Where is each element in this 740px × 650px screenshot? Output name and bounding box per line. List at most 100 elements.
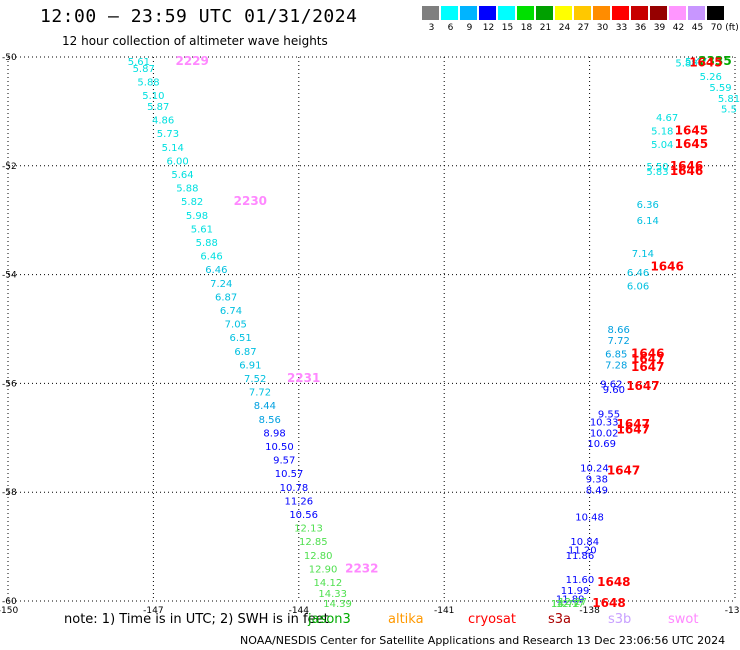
wave-height-point: 10.24 [580, 464, 609, 475]
wave-height-point: 11.20 [568, 545, 597, 556]
wave-height-point: 6.87 [215, 292, 237, 303]
wave-height-point: 6.36 [637, 200, 659, 211]
scale-label: 18 [520, 23, 533, 33]
wave-height-point: 7.24 [210, 279, 232, 290]
wave-height-point: 5.18 [651, 126, 673, 137]
wave-height-point: 11.99 [561, 586, 590, 597]
time-label: 1647 [631, 360, 664, 374]
scale-label: 6 [447, 23, 454, 33]
wave-height-point: 5.88 [137, 77, 159, 88]
wave-height-point: 8.66 [608, 325, 630, 336]
x-tick-label: -147 [143, 606, 163, 616]
time-label: 1645 [689, 55, 722, 69]
wave-height-point: 12.85 [299, 537, 328, 548]
wave-height-point: 6.00 [167, 156, 189, 167]
wave-height-point: 5.88 [196, 238, 218, 249]
chart-subtitle: 12 hour collection of altimeter wave hei… [62, 34, 328, 48]
scale-label: 24 [558, 23, 571, 33]
time-label: 1647 [626, 379, 659, 393]
wave-height-point: 5.87 [147, 102, 169, 113]
wave-height-point: 10.78 [280, 483, 309, 494]
wave-height-point: 9.60 [603, 385, 625, 396]
wave-height-point: 9.57 [273, 456, 295, 467]
wave-height-point: 5.98 [186, 211, 208, 222]
wave-height-point: 5.88 [675, 58, 697, 69]
credit-line: NOAA/NESDIS Center for Satellite Applica… [240, 634, 726, 647]
wave-height-point: 11.86 [566, 551, 595, 562]
grid-lines [7, 56, 736, 602]
scale-swatch [479, 6, 496, 20]
time-label: 2229 [175, 54, 208, 68]
wave-height-point: 11.60 [566, 575, 595, 586]
wave-height-point: 6.06 [627, 281, 649, 292]
wave-height-point: 6.85 [605, 349, 627, 360]
wave-height-point: 5.88 [176, 184, 198, 195]
wave-height-point: 6.51 [230, 333, 252, 344]
satellite-name: jason3 [308, 612, 351, 627]
y-tick-label: -54 [2, 271, 17, 281]
wave-height-point: 8.56 [259, 415, 281, 426]
wave-height-point: 5.81 [718, 94, 740, 105]
x-tick-label: -141 [434, 606, 454, 616]
wave-height-point: 6.91 [239, 360, 261, 371]
time-label: 1645 [675, 137, 708, 151]
wave-height-point: 14.39 [323, 599, 352, 610]
scale-swatch [498, 6, 515, 20]
wave-height-point: 12.17 [556, 599, 585, 610]
scale-label: 33 [615, 23, 628, 33]
satellite-name: cryosat [468, 612, 516, 627]
time-label: 2231 [287, 371, 320, 385]
time-label: 1647 [617, 417, 650, 431]
wave-height-point: 9.55 [598, 409, 620, 420]
wave-height-point: 6.87 [234, 347, 256, 358]
wave-height-point: 7.52 [244, 374, 266, 385]
wave-height-point: 5.50 [646, 162, 668, 173]
wave-height-point: 12.80 [304, 551, 333, 562]
time-label: 1646 [670, 159, 703, 173]
wave-height-point: 11.26 [284, 496, 313, 507]
satellite-name: s3b [608, 612, 632, 627]
time-label: 1647 [631, 352, 664, 366]
wave-height-point: 10.50 [265, 442, 294, 453]
wave-height-point: 5.73 [157, 129, 179, 140]
wave-height-point: 5.87 [133, 64, 155, 75]
y-tick-label: -56 [2, 379, 17, 389]
wave-height-point: 8.49 [586, 485, 608, 496]
wave-height-point: 6.46 [205, 265, 227, 276]
scale-swatch [688, 6, 705, 20]
x-tick-label: -144 [289, 606, 310, 616]
y-tick-label: -52 [2, 162, 17, 172]
wave-height-point: 10.33 [590, 417, 619, 428]
wave-height-point: 12.90 [309, 564, 338, 575]
time-label: 1646 [631, 346, 664, 360]
wave-height-point: 5.83 [646, 167, 668, 178]
wave-height-point: 6.74 [220, 306, 242, 317]
scale-swatch [422, 6, 439, 20]
y-tick-label: -50 [2, 53, 17, 63]
wave-height-point: 5.26 [700, 72, 722, 83]
wave-height-point: 10.84 [570, 537, 599, 548]
satellite-name: swot [668, 612, 699, 627]
scale-swatch [612, 6, 629, 20]
wave-height-point: 10.69 [587, 439, 616, 450]
scale-label: 9 [466, 23, 473, 33]
x-tick-label: -135 [725, 606, 740, 616]
time-label: 1647 [607, 463, 640, 477]
time-label: 1648 [592, 596, 625, 610]
wave-height-point: 8.44 [254, 401, 276, 412]
wave-height-point: 9.62 [600, 379, 622, 390]
wave-height-point: 5.04 [651, 140, 673, 151]
wave-height-point: 7.72 [249, 388, 271, 399]
scale-label: 3 [428, 23, 435, 33]
wave-height-point: 5.10 [142, 91, 164, 102]
wave-height-point: 5.64 [171, 170, 193, 181]
wave-height-point: 10.48 [575, 513, 604, 524]
wave-height-point: 12.27 [558, 597, 587, 608]
scale-label: 30 [596, 23, 609, 33]
scale-swatch [536, 6, 553, 20]
time-label: 1646 [650, 259, 683, 273]
scale-swatch [574, 6, 591, 20]
scale-swatch [631, 6, 648, 20]
wave-height-point: 5.59 [709, 83, 731, 94]
scale-label: 12 [482, 23, 495, 33]
